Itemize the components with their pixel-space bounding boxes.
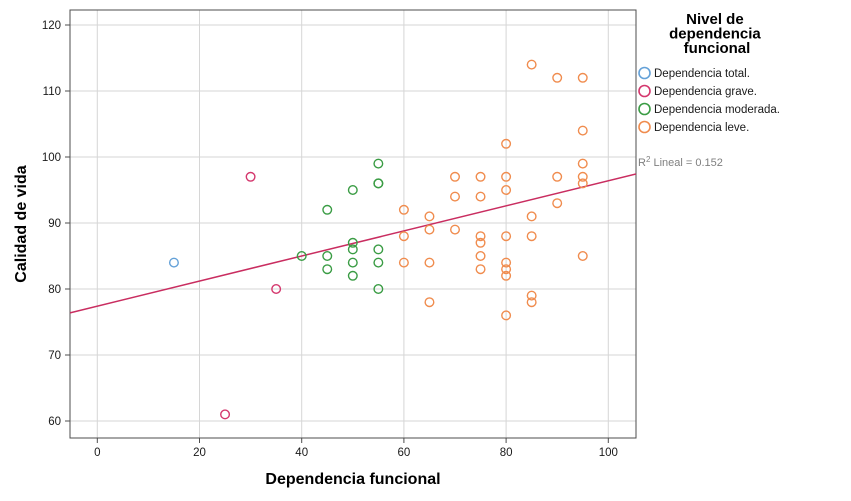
data-point-series-1 xyxy=(220,409,231,420)
plot-frame xyxy=(69,9,637,439)
data-point-series-3 xyxy=(526,211,537,222)
tick-layer: 0 20 40 60 80 100 60 70 80 90 100 110 120 xyxy=(42,20,618,459)
y-tick-label: 70 xyxy=(48,350,61,362)
data-point-series-1 xyxy=(245,171,256,182)
data-point-series-2 xyxy=(373,257,384,268)
data-point-series-3 xyxy=(450,224,461,235)
data-point-series-2 xyxy=(373,158,384,169)
data-point-series-3 xyxy=(424,224,435,235)
y-axis-title: Calidad de vida xyxy=(13,165,30,282)
data-point-series-3 xyxy=(577,171,588,182)
y-tick-label: 110 xyxy=(43,86,61,98)
data-point-series-2 xyxy=(373,244,384,255)
data-point-series-2 xyxy=(347,244,358,255)
legend-swatch-total-icon xyxy=(638,66,651,80)
data-point-series-3 xyxy=(501,184,512,195)
data-point-series-3 xyxy=(552,72,563,83)
data-point-series-3 xyxy=(450,171,461,182)
legend-label-moderada: Dependencia moderada. xyxy=(654,104,780,116)
grid-layer xyxy=(70,10,636,438)
data-point-series-2 xyxy=(347,270,358,281)
y-tick-label: 60 xyxy=(48,416,61,428)
legend-item-moderada: Dependencia moderada. xyxy=(638,102,780,116)
data-point-series-3 xyxy=(577,158,588,169)
x-tick-label: 80 xyxy=(500,447,513,459)
data-point-series-3 xyxy=(526,59,537,70)
x-tick-label: 100 xyxy=(599,447,618,459)
data-point-layer xyxy=(168,59,588,420)
data-point-series-3 xyxy=(501,264,512,275)
data-point-series-3 xyxy=(475,171,486,182)
data-point-series-3 xyxy=(398,257,409,268)
y-tick-label: 100 xyxy=(42,152,61,164)
data-point-series-3 xyxy=(501,257,512,268)
data-point-series-3 xyxy=(501,270,512,281)
legend-label-leve: Dependencia leve. xyxy=(654,122,749,134)
x-tick-label: 40 xyxy=(295,447,308,459)
data-point-series-3 xyxy=(424,257,435,268)
data-point-series-2 xyxy=(322,204,333,215)
data-point-series-3 xyxy=(475,264,486,275)
legend-label-total: Dependencia total. xyxy=(654,68,750,80)
data-point-series-2 xyxy=(296,250,307,261)
x-tick-label: 0 xyxy=(94,447,100,459)
data-point-series-2 xyxy=(347,237,358,248)
data-point-series-3 xyxy=(526,231,537,242)
legend-item-leve: Dependencia leve. xyxy=(638,120,749,134)
y-tick-label: 120 xyxy=(42,20,61,32)
r-squared-annotation: R2 Lineal = 0.152 xyxy=(638,155,723,169)
data-point-series-2 xyxy=(322,264,333,275)
data-point-series-2 xyxy=(322,250,333,261)
data-point-series-3 xyxy=(450,191,461,202)
legend-title: Nivel de dependencia funcional xyxy=(669,11,765,57)
data-point-series-2 xyxy=(373,178,384,189)
data-point-series-3 xyxy=(577,250,588,261)
data-point-series-2 xyxy=(347,257,358,268)
legend-swatch-moderada-icon xyxy=(638,102,651,116)
legend-label-grave: Dependencia grave. xyxy=(654,86,757,98)
data-point-series-2 xyxy=(373,284,384,295)
data-point-series-3 xyxy=(475,231,486,242)
x-axis-title: Dependencia funcional xyxy=(265,471,440,488)
data-point-series-3 xyxy=(501,171,512,182)
data-point-series-3 xyxy=(577,178,588,189)
x-tick-label: 60 xyxy=(398,447,411,459)
data-point-series-3 xyxy=(501,231,512,242)
data-point-series-3 xyxy=(552,198,563,209)
data-point-series-3 xyxy=(398,204,409,215)
data-point-series-3 xyxy=(398,231,409,242)
regression-fit-line xyxy=(69,173,637,314)
data-point-series-1 xyxy=(271,284,282,295)
data-point-series-3 xyxy=(526,297,537,308)
regression-line-layer xyxy=(69,173,637,314)
data-point-series-3 xyxy=(501,310,512,321)
data-point-series-2 xyxy=(347,184,358,195)
legend-swatch-leve-icon xyxy=(638,120,651,134)
data-point-series-3 xyxy=(424,297,435,308)
y-tick-label: 90 xyxy=(48,218,61,230)
data-point-series-0 xyxy=(168,257,179,268)
data-point-series-3 xyxy=(475,250,486,261)
legend-item-total: Dependencia total. xyxy=(638,66,750,80)
data-point-series-3 xyxy=(475,237,486,248)
legend-item-grave: Dependencia grave. xyxy=(638,84,757,98)
legend-swatch-grave-icon xyxy=(638,84,651,98)
data-point-series-3 xyxy=(552,171,563,182)
data-point-series-3 xyxy=(577,72,588,83)
data-point-series-3 xyxy=(501,138,512,149)
data-point-series-3 xyxy=(475,191,486,202)
data-point-series-3 xyxy=(424,211,435,222)
y-tick-label: 80 xyxy=(48,284,61,296)
legend: Nivel de dependencia funcional Dependenc… xyxy=(638,11,780,134)
data-point-series-3 xyxy=(577,125,588,136)
data-point-series-3 xyxy=(526,290,537,301)
x-tick-label: 20 xyxy=(193,447,206,459)
